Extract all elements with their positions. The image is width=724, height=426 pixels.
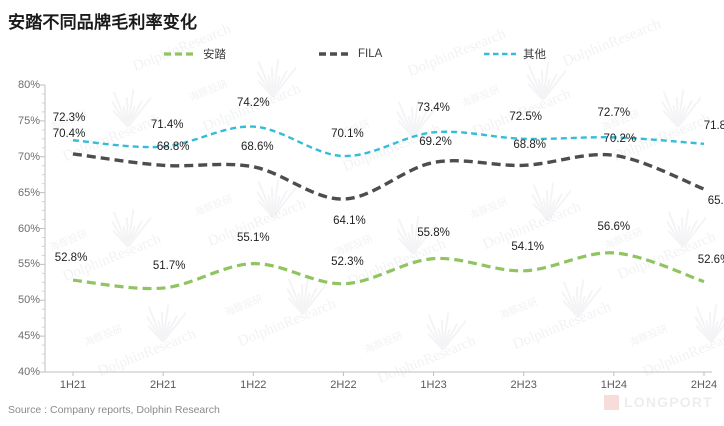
y-tick-label: 55% [17,258,40,271]
x-tick-label: 2H24 [690,379,718,391]
legend-label-other: 其他 [523,49,546,61]
y-tick-label: 50% [17,294,40,307]
x-tick-label: 2H22 [330,379,357,391]
y-tick-label: 70% [17,150,40,163]
y-axis-ticks [40,84,45,373]
y-axis: 80% 75% 70% 65% 60% 55% 50% 45% 40% [0,0,40,426]
brand-watermark: LONGPORT [604,394,713,410]
legend-swatch-anta [164,52,196,56]
brand-mark-icon [604,394,619,410]
legend-item-fila[interactable]: FILA [318,44,382,64]
axis-lines [44,85,712,373]
x-tick-label: 1H22 [240,379,267,391]
page-title: 安踏不同品牌毛利率变化 [8,13,198,32]
legend-label-anta: 安踏 [203,49,226,61]
series-line-anta [72,251,705,291]
x-tick-label: 1H24 [600,379,627,391]
legend-label-fila: FILA [358,48,383,60]
x-axis: 1H21 2H21 1H22 2H22 1H23 2H23 1H24 2H24 [0,379,724,399]
y-tick-label: 80% [17,79,40,91]
legend-swatch-other [484,52,516,56]
legend-item-other[interactable]: 其他 [483,44,546,64]
brand-watermark-label: LONGPORT [624,394,713,410]
legend-item-anta[interactable]: 安踏 [163,44,226,64]
chart-legend: 安踏 FILA 其他 [0,44,724,64]
y-tick-label: 40% [17,366,40,378]
y-tick-label: 45% [17,330,40,343]
y-tick-label: 65% [17,186,40,199]
source-note: Source : Company reports, Dolphin Resear… [8,404,220,416]
legend-swatch-fila [319,52,351,56]
x-tick-label: 1H21 [59,379,87,391]
y-tick-label: 75% [17,114,40,127]
x-tick-label: 2H21 [149,379,177,391]
y-tick-label: 60% [17,222,40,235]
x-axis-ticks [72,372,705,376]
x-tick-label: 1H23 [420,379,447,391]
series-line-other [72,125,705,158]
series-line-fila [72,152,705,201]
x-tick-label: 2H23 [510,379,537,391]
